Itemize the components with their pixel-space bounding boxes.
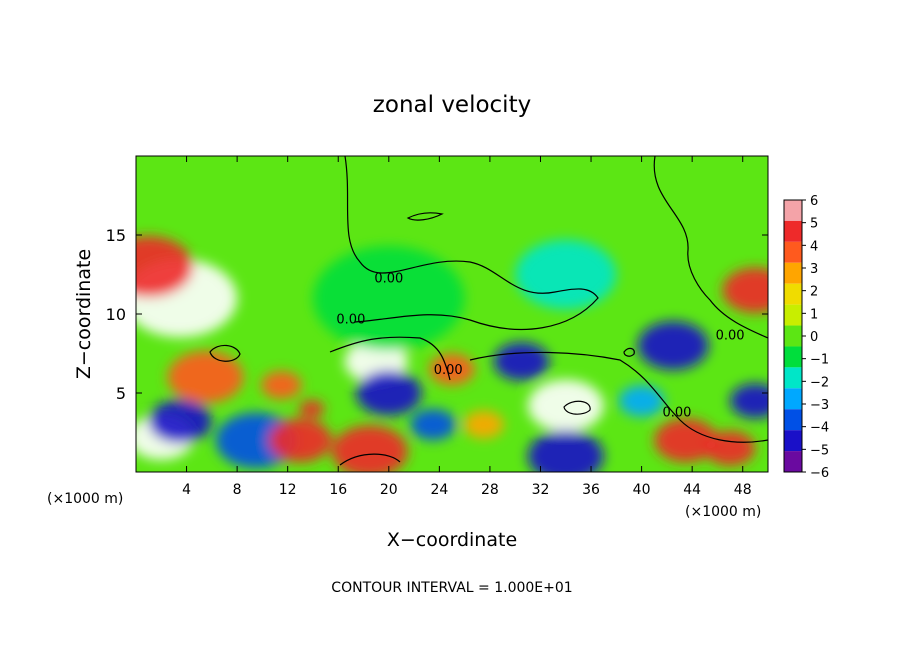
contour-label: 0.00 — [336, 312, 365, 327]
x-tick-label: 28 — [481, 482, 499, 498]
contour-line — [339, 453, 401, 466]
contour-line — [406, 212, 444, 221]
field-feature — [722, 267, 768, 313]
contour-lines — [209, 156, 768, 466]
contour-label: 0.00 — [434, 363, 463, 378]
colorbar-swatch — [784, 241, 802, 263]
colorbar-tick-label: −1 — [810, 353, 829, 368]
field-feature — [730, 383, 768, 419]
field-feature — [136, 236, 193, 298]
chart-title: zonal velocity — [373, 92, 531, 118]
contour-line — [623, 347, 635, 357]
x-tick-label: 8 — [233, 482, 242, 498]
colorbar-tick-label: 5 — [810, 217, 818, 232]
x-tick-label: 24 — [430, 482, 448, 498]
x-unit-label-right: (×1000 m) — [685, 504, 761, 520]
colorbar-swatch — [784, 304, 802, 326]
x-tick-label: 40 — [633, 482, 651, 498]
contour-label: 0.00 — [716, 328, 745, 343]
field-feature — [268, 418, 332, 463]
field-feature — [527, 430, 604, 472]
colorbar-tick-label: −3 — [810, 398, 829, 413]
colorbar-swatch — [784, 220, 802, 242]
contour-line — [653, 156, 768, 339]
colorbar-swatch — [784, 367, 802, 389]
colorbar-swatch — [784, 388, 802, 410]
colorbar-tick-label: 0 — [810, 330, 818, 345]
x-tick-label: 32 — [532, 482, 550, 498]
field-feature — [463, 410, 504, 439]
contour-interval-note: CONTOUR INTERVAL = 1.000E+01 — [331, 580, 572, 596]
colorbar-tick-label: 4 — [810, 239, 818, 254]
colorbar-tick-label: −5 — [810, 443, 829, 458]
colorbar-swatch — [784, 200, 802, 221]
field-feature — [261, 371, 302, 400]
x-unit-label-left: (×1000 m) — [47, 491, 123, 507]
contour-line — [563, 400, 591, 415]
field-feature — [618, 385, 665, 417]
colorbar-swatch — [784, 409, 802, 431]
x-tick-label: 48 — [734, 482, 752, 498]
colorbar-swatch — [784, 430, 802, 452]
field-feature — [429, 353, 475, 385]
contour-line — [329, 336, 451, 381]
field-feature — [331, 425, 408, 472]
y-tick-label: 5 — [116, 384, 126, 403]
x-tick-label: 4 — [182, 482, 191, 498]
colorbar-swatch — [784, 346, 802, 368]
field-feature — [410, 408, 456, 441]
y-tick-label: 15 — [106, 226, 126, 245]
colorbar-swatch — [784, 325, 802, 347]
y-axis: 5 10 15 — [106, 226, 768, 403]
field-feature — [654, 418, 718, 463]
field-feature — [493, 342, 550, 381]
field-feature — [515, 239, 617, 310]
colorbar-swatch — [784, 262, 802, 284]
field-feature — [167, 351, 244, 404]
x-axis: 4 8 12 16 20 24 28 32 36 40 44 48 — [182, 156, 752, 498]
field-feature — [312, 246, 465, 351]
colorbar-tick-label: −4 — [810, 421, 829, 436]
x-tick-label: 16 — [329, 482, 347, 498]
colorbar: 6 5 4 3 2 1 0 −1 −2 −3 −4 −5 −6 — [783, 194, 829, 481]
contour-label: 0.00 — [374, 271, 403, 286]
field-feature — [299, 400, 325, 418]
x-tick-label: 20 — [380, 482, 398, 498]
colorbar-tick-label: 1 — [810, 307, 818, 322]
field-feature — [704, 430, 756, 466]
colorbar-tick-label: 2 — [810, 285, 818, 300]
field-feature — [637, 321, 709, 370]
x-tick-label: 36 — [582, 482, 600, 498]
plot-area: 0.00 0.00 0.00 0.00 0.00 — [136, 156, 768, 472]
y-axis-label: Z−coordinate — [73, 249, 95, 379]
y-tick-label: 10 — [106, 305, 126, 324]
colorbar-swatch — [784, 451, 802, 472]
contour-label: 0.00 — [663, 406, 692, 421]
field-feature — [355, 370, 422, 416]
colorbar-swatch — [784, 283, 802, 305]
colorbar-tick-label: 6 — [810, 194, 818, 209]
field-feature — [148, 399, 212, 444]
contour-line — [344, 156, 599, 330]
contour-line — [469, 351, 768, 443]
colorbar-tick-label: −6 — [810, 466, 829, 481]
x-tick-label: 44 — [683, 482, 701, 498]
colorbar-tick-label: −2 — [810, 375, 829, 390]
contour-line — [209, 344, 241, 362]
x-axis-label: X−coordinate — [387, 529, 517, 551]
x-tick-label: 12 — [279, 482, 297, 498]
colorbar-tick-label: 3 — [810, 262, 818, 277]
